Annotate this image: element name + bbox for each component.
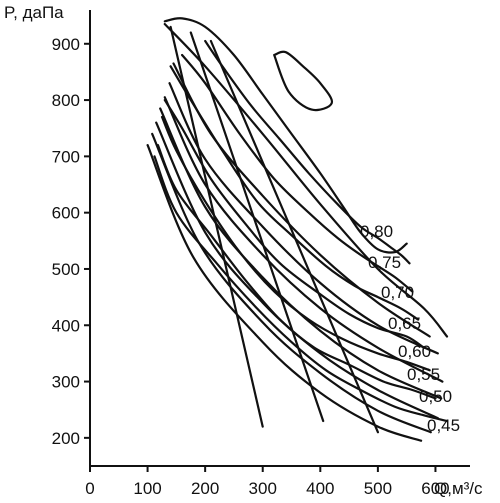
y-tick-label: 400: [52, 316, 80, 335]
labels-layer: 0,80 0,75 0,70 0,65 0,60 0,55 0,50 0,45: [360, 222, 460, 435]
efficiency-curve: [273, 50, 334, 112]
x-tick-label: 0: [85, 479, 94, 498]
x-axis-label: Q,м³/с: [434, 479, 483, 498]
efficiency-curve: [160, 115, 431, 372]
speed-curve: [146, 144, 423, 442]
x-tick-label: 400: [306, 479, 334, 498]
efficiency-label: 0,60: [398, 342, 431, 361]
speed-curve: [163, 23, 449, 338]
ray-line: [189, 31, 325, 423]
x-tick-label: 300: [249, 479, 277, 498]
y-tick-label: 300: [52, 373, 80, 392]
efficiency-label: 0,70: [381, 283, 414, 302]
efficiency-curve: [163, 99, 425, 349]
efficiency-curve: [204, 39, 411, 265]
efficiency-curve: [163, 17, 408, 254]
y-tick-label: 800: [52, 91, 80, 110]
efficiency-label: 0,55: [407, 365, 440, 384]
efficiency-label: 0,65: [388, 314, 421, 333]
y-axis-label: P, даПа: [4, 3, 64, 22]
efficiency-label: 0,45: [427, 416, 460, 435]
ray-line: [169, 25, 264, 428]
efficiency-label: 0,75: [368, 253, 401, 272]
efficiency-curve: [156, 144, 437, 400]
y-tick-label: 500: [52, 260, 80, 279]
efficiency-curve: [153, 155, 449, 423]
y-tick-label: 900: [52, 35, 80, 54]
axes-layer: 0 100 200 300 400 500 600 200 300 400 500 600 700 800…: [52, 10, 470, 498]
efficiency-curve: [181, 53, 414, 293]
ray-line: [209, 39, 379, 434]
x-tick-label: 100: [133, 479, 161, 498]
curves-layer: [146, 17, 449, 442]
efficiency-curve: [169, 65, 420, 321]
speed-curve: [168, 82, 439, 355]
efficiency-label: 0,50: [419, 387, 452, 406]
x-tick-label: 600: [421, 479, 449, 498]
y-tick-label: 600: [52, 204, 80, 223]
y-tick-label: 700: [52, 147, 80, 166]
y-tick-label: 200: [52, 429, 80, 448]
x-tick-label: 500: [364, 479, 392, 498]
speed-curve: [151, 132, 432, 434]
speed-curve: [163, 96, 444, 383]
x-tick-label: 200: [191, 479, 219, 498]
efficiency-label: 0,80: [360, 222, 393, 241]
